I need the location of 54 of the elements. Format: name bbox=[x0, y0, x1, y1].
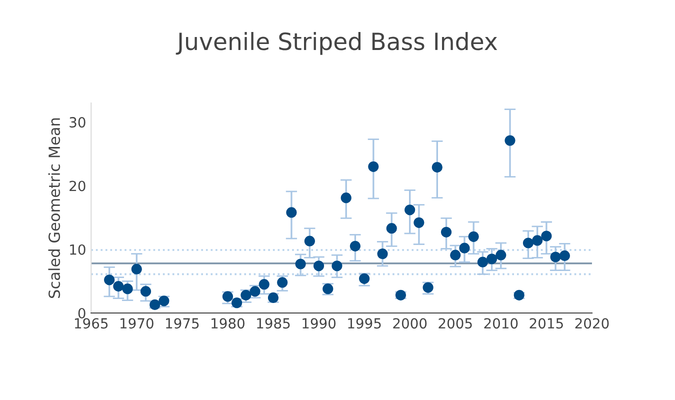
x-tick-label: 2010 bbox=[484, 318, 518, 329]
point bbox=[122, 284, 133, 294]
point bbox=[313, 260, 324, 272]
point bbox=[504, 135, 516, 146]
point bbox=[304, 236, 315, 246]
x-tick-label: 2020 bbox=[575, 318, 609, 329]
x-tick-label: 1975 bbox=[166, 318, 199, 329]
point bbox=[432, 162, 442, 173]
y-tick-label: 10 bbox=[70, 244, 86, 255]
point bbox=[240, 290, 252, 300]
y-tick-label: 0 bbox=[78, 308, 86, 318]
point bbox=[131, 264, 142, 274]
y-axis-title: Scaled Geometric Mean bbox=[48, 118, 60, 298]
point bbox=[550, 252, 561, 262]
point bbox=[113, 280, 124, 292]
point bbox=[368, 161, 379, 172]
x-tick-label: 1985 bbox=[257, 318, 290, 329]
x-tick-label: 1995 bbox=[348, 318, 381, 329]
x-tick-label: 1990 bbox=[302, 318, 336, 329]
point bbox=[377, 248, 388, 260]
point bbox=[350, 240, 361, 252]
y-tick-label: 20 bbox=[70, 180, 86, 192]
x-tick-label: 2000 bbox=[393, 318, 427, 329]
point bbox=[486, 254, 498, 264]
point bbox=[468, 231, 479, 242]
point bbox=[222, 291, 234, 302]
point bbox=[104, 274, 115, 286]
x-tick-label: 1980 bbox=[212, 318, 244, 329]
point bbox=[541, 230, 552, 242]
point bbox=[286, 207, 297, 218]
point bbox=[404, 204, 416, 216]
point bbox=[459, 242, 470, 254]
point bbox=[332, 260, 342, 272]
y-tick-label: 30 bbox=[70, 117, 86, 128]
point bbox=[340, 192, 352, 204]
point bbox=[277, 277, 288, 288]
point bbox=[559, 250, 570, 262]
point bbox=[295, 258, 306, 270]
point bbox=[477, 256, 488, 268]
x-tick-label: 1965 bbox=[74, 318, 108, 329]
point bbox=[386, 223, 397, 234]
point bbox=[532, 235, 543, 246]
x-tick-label: 2015 bbox=[530, 318, 563, 329]
chart-title: Juvenile Striped Bass Index bbox=[176, 32, 498, 55]
x-tick-label: 2005 bbox=[438, 318, 472, 329]
point bbox=[414, 217, 424, 228]
x-tick-label: 1970 bbox=[120, 318, 154, 329]
point bbox=[450, 250, 461, 260]
point bbox=[522, 238, 534, 248]
point bbox=[440, 226, 452, 238]
point bbox=[140, 286, 152, 297]
point bbox=[496, 250, 506, 260]
point bbox=[258, 279, 270, 290]
point bbox=[359, 273, 370, 284]
